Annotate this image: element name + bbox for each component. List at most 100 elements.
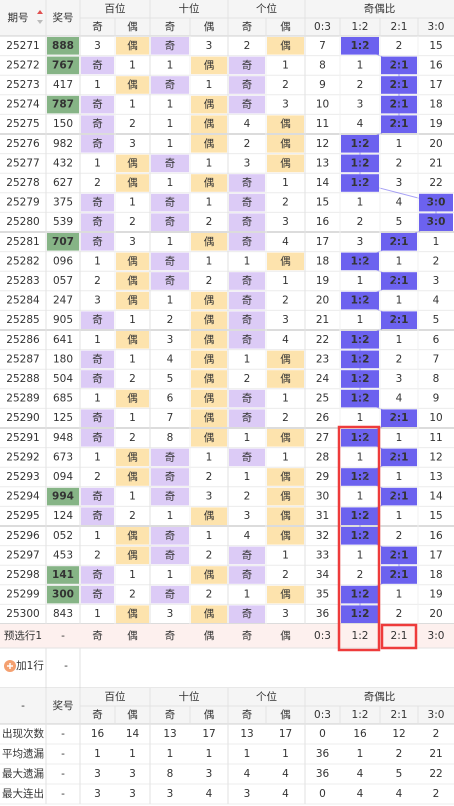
cell: 偶 — [204, 313, 215, 326]
cell: 1 — [357, 59, 364, 71]
cell: 偶 — [204, 137, 215, 150]
cell: 2 — [206, 589, 213, 601]
cell: 偶 — [280, 254, 291, 267]
cell-highlight — [229, 546, 265, 565]
cell: 36 — [316, 608, 330, 620]
cell: 偶 — [204, 568, 215, 581]
cell: 1 — [396, 255, 403, 267]
cell: 1 — [206, 79, 213, 91]
cell: 1 — [167, 99, 174, 111]
cell: 1 — [396, 295, 403, 307]
stat-value: 12 — [392, 728, 405, 740]
winning-number: 948 — [53, 432, 73, 444]
cell: 奇 — [92, 411, 103, 424]
cell: 奇 — [242, 548, 253, 561]
period: 25299 — [6, 589, 39, 601]
cell: 偶 — [204, 509, 215, 522]
cell-highlight — [81, 233, 114, 251]
cell: 1 — [357, 275, 364, 287]
cell: 27 — [316, 432, 329, 444]
cell: 1 — [357, 412, 364, 424]
cell: 4 — [282, 236, 289, 248]
cell: 2 — [206, 549, 213, 561]
cell: 2 — [206, 275, 213, 287]
stat-value: 3 — [129, 768, 136, 780]
cell: 奇 — [242, 392, 253, 405]
cell: 1 — [396, 334, 403, 346]
winning-number: 843 — [53, 608, 73, 620]
preview-cell: 2:1 — [391, 630, 408, 642]
cell-highlight — [229, 213, 265, 231]
cell: 12 — [316, 138, 329, 150]
cell: 1 — [396, 510, 403, 522]
header-group: 百位 — [105, 690, 126, 703]
cell-highlight — [116, 448, 149, 467]
header-sub: 1:2 — [352, 21, 369, 33]
cell: 2 — [244, 138, 251, 150]
cell: 奇 — [242, 568, 253, 581]
winning-number: 417 — [53, 79, 73, 91]
header-sub: 2:1 — [391, 21, 408, 33]
cell-highlight — [116, 468, 149, 486]
cell: 偶 — [127, 39, 138, 52]
cell-highlight — [116, 291, 149, 310]
period: 25282 — [6, 255, 39, 267]
winning-number: 300 — [52, 589, 74, 601]
cell-highlight — [81, 95, 114, 114]
header-number: 奖号 — [53, 699, 74, 712]
cell-highlight — [229, 409, 265, 427]
cell-highlight — [229, 56, 265, 75]
cell: 1 — [94, 530, 101, 542]
cell: 7 — [319, 40, 326, 52]
cell: 2 — [244, 373, 251, 385]
cell: 偶 — [204, 607, 215, 620]
cell: 1 — [94, 608, 101, 620]
cell: 1 — [129, 99, 136, 111]
cell: 1 — [129, 491, 136, 503]
cell: 奇 — [92, 235, 103, 248]
cell: 奇 — [92, 313, 103, 326]
cell: 2 — [94, 549, 101, 561]
cell: 偶 — [127, 274, 138, 287]
cell: 2 — [282, 197, 289, 209]
cell-highlight — [116, 605, 149, 623]
cell: 奇 — [92, 58, 103, 71]
winning-number: 982 — [53, 138, 73, 150]
preview-cell: 3:0 — [428, 630, 445, 642]
cell: 5 — [167, 373, 174, 385]
sort-icon — [37, 20, 43, 24]
cell: 15 — [429, 510, 442, 522]
winning-number: 767 — [52, 59, 74, 71]
cell-highlight — [229, 605, 265, 623]
period: 25291 — [6, 432, 39, 444]
cell: 9 — [433, 393, 440, 405]
cell: 偶 — [204, 372, 215, 385]
annotation-box — [337, 425, 381, 652]
cell-highlight — [116, 174, 149, 192]
cell: 1 — [244, 471, 251, 483]
cell: 1 — [357, 549, 364, 561]
stat-value: 5 — [396, 768, 403, 780]
stat-value: 17 — [202, 728, 215, 740]
winning-number: 141 — [52, 569, 74, 581]
cell: 2 — [396, 530, 403, 542]
period: 25281 — [6, 236, 39, 248]
cell: 13 — [316, 157, 329, 169]
cell: 1 — [167, 510, 174, 522]
cell-highlight — [116, 527, 149, 545]
cell-highlight — [81, 370, 114, 388]
cell: 1 — [206, 157, 213, 169]
cell: 1 — [244, 432, 251, 444]
stat-value: 2 — [433, 728, 440, 740]
cell-highlight — [81, 566, 114, 584]
cell: 奇 — [242, 274, 253, 287]
cell-highlight — [267, 370, 304, 388]
cell: 34 — [316, 569, 330, 581]
header-sub: 0:3 — [314, 21, 331, 33]
stat-label: 出现次数 — [2, 727, 44, 740]
stat-value: 1 — [206, 748, 213, 760]
period: 25288 — [6, 373, 39, 385]
cell: 偶 — [127, 254, 138, 267]
cell-highlight — [116, 37, 149, 55]
add-icon-plus — [7, 663, 13, 669]
